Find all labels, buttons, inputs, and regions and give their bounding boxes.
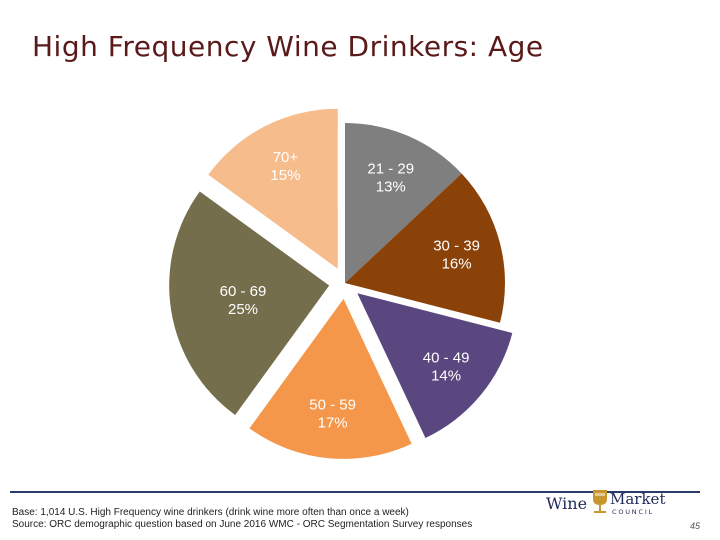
pie-slice-70- (208, 108, 338, 269)
pie-chart: 21 - 29 13% 30 - 39 16% 40 - 49 14% 50 - 59 17%… (169, 108, 513, 459)
pie-slice-40-49 (357, 293, 513, 438)
data-label-60-69: 60 - 69 25% (220, 283, 267, 318)
data-label-70-: 70+ 15% (270, 149, 300, 184)
pie-slice-50-59 (249, 298, 412, 459)
data-label-40-49: 40 - 49 14% (423, 350, 470, 385)
pie-slice-30-39 (345, 173, 505, 323)
footnote-source: Source: ORC demographic question based o… (12, 519, 473, 530)
wine-market-council-logo: Wine Market COUNCIL (546, 486, 676, 522)
footnote-base: Base: 1,014 U.S. High Frequency wine dri… (12, 507, 409, 518)
page-title: High Frequency Wine Drinkers: Age (32, 30, 544, 63)
footnote: Base: 1,014 U.S. High Frequency wine dri… (12, 507, 472, 531)
data-label-50-59: 50 - 59 17% (309, 397, 356, 432)
data-label-21-29: 21 - 29 13% (367, 160, 414, 195)
logo-market-text: Market (610, 490, 666, 508)
footer-divider (10, 491, 700, 493)
logo-council-text: COUNCIL (612, 508, 654, 516)
pie-slice-60-69 (169, 191, 330, 415)
data-label-30-39: 30 - 39 16% (433, 237, 480, 272)
page-number: 45 (690, 521, 701, 531)
logo-wine-text: Wine (546, 494, 588, 513)
pie-slice-21-29 (345, 123, 462, 283)
wine-glass-icon (593, 490, 607, 513)
